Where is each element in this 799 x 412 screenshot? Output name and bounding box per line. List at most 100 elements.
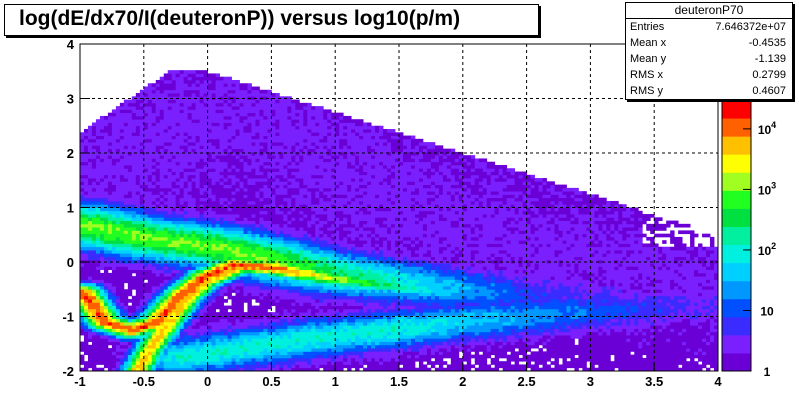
heatmap-cell	[99, 151, 105, 156]
heatmap-cell	[223, 276, 228, 280]
heatmap-cell	[87, 197, 93, 202]
heatmap-cell	[139, 227, 145, 231]
heatmap-cell	[203, 135, 208, 140]
heatmap-cell	[267, 142, 272, 146]
heatmap-cell	[187, 106, 193, 110]
heatmap-cell	[179, 138, 185, 143]
heatmap-cell	[223, 357, 228, 362]
heatmap-cell	[279, 171, 284, 176]
heatmap-cell	[247, 325, 252, 329]
heatmap-cell	[283, 318, 288, 323]
heatmap-cell	[179, 236, 185, 241]
heatmap-cell	[223, 253, 228, 257]
heatmap-cell	[219, 321, 224, 326]
heatmap-cell	[199, 73, 205, 78]
heatmap-cell	[143, 181, 149, 186]
heatmap-cell	[263, 315, 268, 320]
heatmap-cell	[231, 344, 236, 349]
heatmap-cell	[295, 295, 300, 300]
heatmap-cell	[231, 348, 236, 352]
heatmap-cell	[299, 135, 304, 140]
heatmap-cell	[135, 214, 141, 218]
heatmap-cell	[295, 240, 300, 244]
heatmap-cell	[239, 181, 244, 186]
heatmap-cell	[147, 341, 153, 346]
heatmap-cell	[187, 178, 193, 182]
heatmap-cell	[119, 256, 125, 261]
heatmap-cell	[80, 214, 85, 218]
heatmap-cell	[199, 207, 205, 212]
heatmap-cell	[135, 276, 141, 280]
heatmap-cell	[159, 299, 165, 303]
heatmap-cell	[80, 279, 85, 284]
heatmap-cell	[275, 246, 280, 251]
heatmap-cell	[247, 269, 252, 274]
heatmap-cell	[99, 246, 105, 251]
heatmap-cell	[103, 207, 109, 212]
heatmap-cell	[227, 263, 232, 267]
heatmap-cell	[183, 299, 189, 303]
heatmap-cell	[211, 302, 216, 306]
heatmap-cell	[307, 142, 312, 146]
heatmap-cell	[255, 266, 260, 271]
heatmap-cell	[255, 318, 260, 323]
heatmap-cell	[283, 338, 288, 342]
heatmap-cell	[227, 181, 232, 186]
heatmap-cell	[171, 184, 177, 189]
heatmap-cell	[179, 256, 185, 261]
heatmap-cell	[163, 76, 169, 81]
heatmap-cell	[191, 315, 197, 320]
heatmap-cell	[95, 243, 101, 248]
heatmap-cell	[247, 279, 252, 284]
heatmap-cell	[227, 338, 232, 342]
heatmap-cell	[123, 125, 129, 130]
heatmap-cell	[99, 164, 105, 169]
heatmap-cell	[227, 168, 232, 172]
heatmap-cell	[275, 354, 280, 359]
heatmap-cell	[263, 125, 268, 130]
heatmap-cell	[227, 194, 232, 199]
heatmap-cell	[299, 181, 304, 186]
heatmap-cell	[175, 289, 181, 293]
heatmap-cell	[111, 194, 117, 199]
heatmap-cell	[203, 263, 208, 267]
heatmap-cell	[103, 312, 109, 316]
heatmap-cell	[247, 181, 252, 186]
heatmap-cell	[199, 174, 205, 179]
heatmap-cell	[107, 214, 113, 218]
heatmap-cell	[99, 292, 105, 297]
heatmap-cell	[251, 125, 256, 130]
heatmap-cell	[231, 285, 236, 290]
heatmap-cell	[279, 351, 284, 356]
heatmap-cell	[143, 243, 149, 248]
heatmap-cell	[80, 246, 85, 251]
heatmap-cell	[247, 187, 252, 192]
heatmap-cell	[243, 250, 248, 254]
heatmap-cell	[295, 151, 300, 156]
heatmap-cell	[275, 194, 280, 199]
heatmap-cell	[147, 282, 153, 287]
heatmap-cell	[199, 132, 205, 136]
heatmap-cell	[167, 318, 173, 323]
heatmap-cell	[91, 312, 97, 316]
heatmap-cell	[195, 76, 201, 81]
heatmap-cell	[187, 328, 193, 333]
heatmap-cell	[115, 364, 121, 369]
heatmap-cell	[135, 99, 141, 104]
heatmap-cell	[251, 129, 256, 133]
heatmap-cell	[203, 289, 208, 293]
heatmap-cell	[80, 256, 85, 261]
heatmap-cell	[171, 155, 177, 159]
heatmap-cell	[80, 341, 85, 346]
heatmap-cell	[303, 315, 308, 320]
heatmap-cell	[187, 145, 193, 150]
heatmap-cell	[307, 151, 312, 156]
heatmap-cell	[111, 305, 117, 310]
heatmap-cell	[287, 269, 292, 274]
heatmap-cell	[155, 220, 161, 225]
heatmap-cell	[87, 256, 93, 261]
heatmap-cell	[95, 331, 101, 336]
heatmap-cell	[271, 299, 276, 303]
heatmap-cell	[203, 220, 208, 225]
heatmap-cell	[223, 328, 228, 333]
